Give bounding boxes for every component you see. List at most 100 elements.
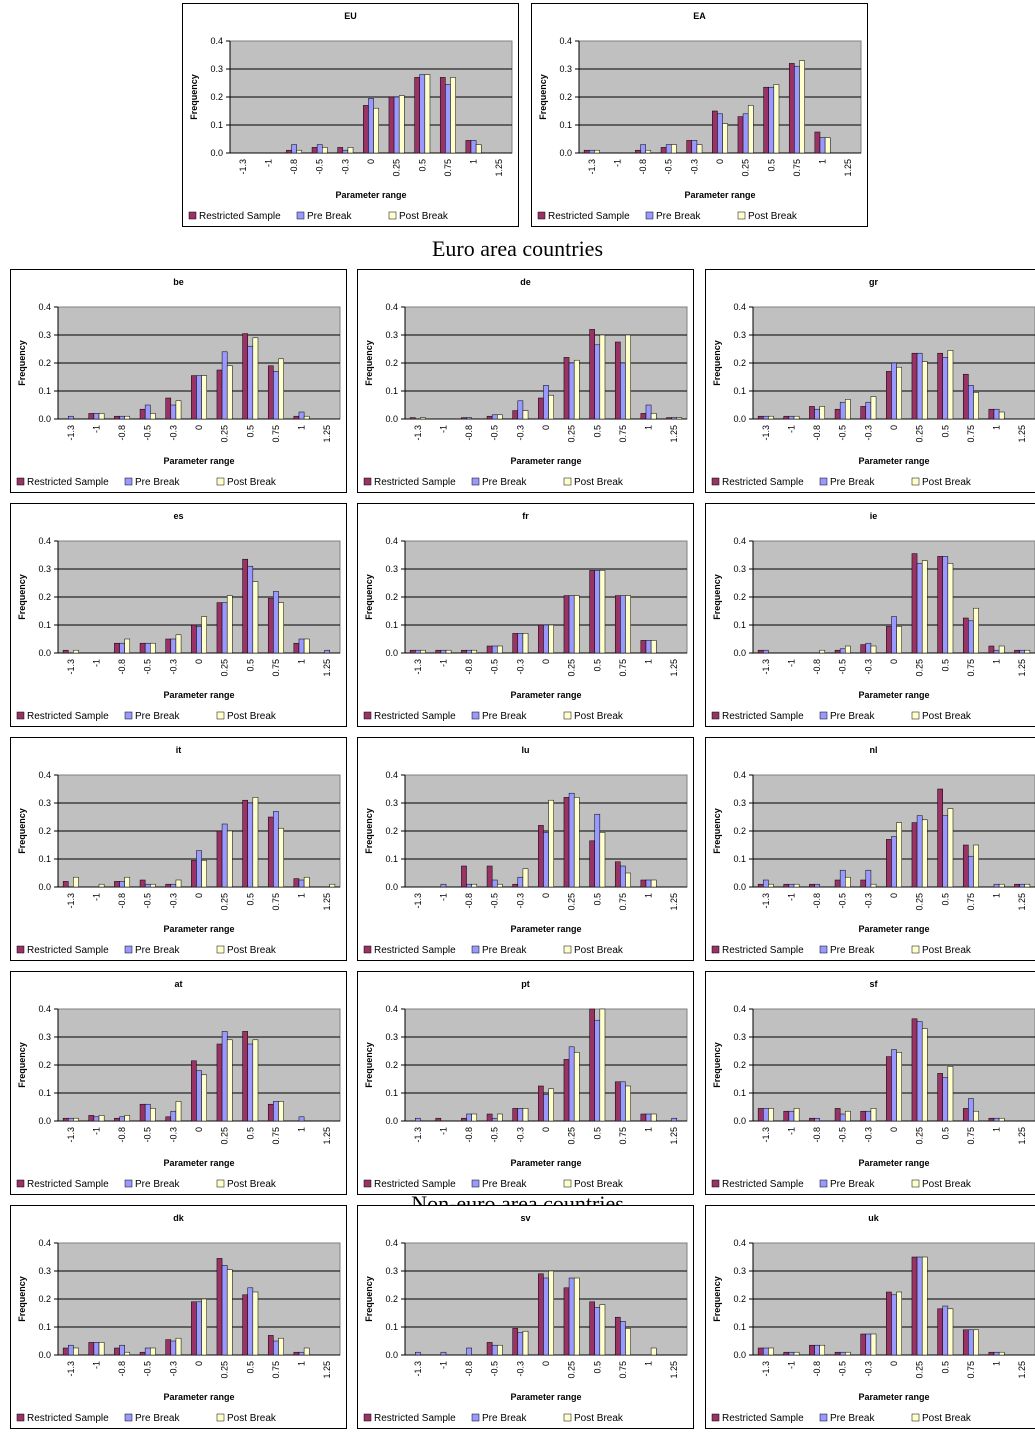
bar <box>486 415 493 420</box>
legend-label: Post Break <box>574 1179 624 1190</box>
x-tick-label: 0.5 <box>940 425 950 438</box>
x-tick-label: 0.25 <box>220 425 230 443</box>
bar <box>497 1344 503 1356</box>
bar <box>568 792 575 888</box>
bar <box>242 558 248 654</box>
x-tick-label: 0.25 <box>915 659 925 677</box>
legend-swatch <box>911 1413 920 1422</box>
chart-panel-lu: lu 0.0 0.1 0.2 0.3 0.4 -1.3 -1 -0.8 -0.5 -0.3 0 0.25… <box>357 737 694 961</box>
x-tick-label: 1 <box>297 1361 307 1366</box>
x-tick-label: 0 <box>541 1127 551 1132</box>
legend-swatch <box>471 1179 480 1188</box>
bar <box>988 408 995 420</box>
bar <box>512 410 519 420</box>
bar <box>645 404 652 420</box>
bar <box>962 1108 969 1122</box>
x-tick-label: 0.25 <box>915 1361 925 1379</box>
x-tick-label: 0.75 <box>966 1361 976 1379</box>
bar <box>594 344 601 420</box>
bar <box>993 408 1000 420</box>
y-tick-label: 0.4 <box>210 36 223 46</box>
x-tick-label: 0 <box>541 425 551 430</box>
bar <box>73 1347 79 1356</box>
bar <box>614 861 621 888</box>
bar <box>538 397 544 420</box>
bar <box>543 624 549 654</box>
bar <box>252 1291 259 1356</box>
bar <box>337 147 344 154</box>
y-axis-title: Frequency <box>712 340 722 386</box>
legend-label: Restricted Sample <box>374 945 456 956</box>
bar <box>517 400 524 420</box>
legend-label: Post Break <box>227 1179 277 1190</box>
bar <box>114 1347 120 1356</box>
bar <box>998 1117 1005 1122</box>
bar <box>911 1018 918 1122</box>
chart-title: de <box>520 277 531 287</box>
bar <box>512 633 519 654</box>
x-tick-label: 0.75 <box>618 425 628 443</box>
bar <box>625 872 631 888</box>
bar <box>691 140 698 154</box>
x-axis-title: Parameter range <box>510 690 581 700</box>
bar <box>891 1049 897 1122</box>
bar <box>757 415 764 420</box>
bar <box>548 1270 554 1356</box>
chart-panel-nl: nl 0.0 0.1 0.2 0.3 0.4 -1.3 -1 -0.8 -0.5 -0.3 0 0.25… <box>705 737 1035 961</box>
bar <box>150 1108 156 1122</box>
bar <box>278 827 284 888</box>
x-tick-label: 0.75 <box>792 159 802 177</box>
bar <box>466 1347 472 1356</box>
legend-label: Restricted Sample <box>374 1413 456 1424</box>
bar <box>144 1103 151 1122</box>
chart-panel-sf: sf 0.0 0.1 0.2 0.3 0.4 -1.3 -1 -0.8 -0.5 -0.3 0 0.25… <box>705 971 1035 1195</box>
bar <box>517 633 524 654</box>
bar <box>757 883 764 888</box>
y-tick-label: 0.3 <box>38 798 51 808</box>
x-tick-label: 0.75 <box>618 1361 628 1379</box>
bar <box>324 649 330 654</box>
y-tick-label: 0.0 <box>385 414 398 424</box>
y-tick-label: 0.2 <box>38 1294 51 1304</box>
y-tick-label: 0.2 <box>38 826 51 836</box>
bar <box>1014 649 1020 654</box>
x-tick-label: -1.3 <box>761 425 771 441</box>
bar <box>548 1088 554 1122</box>
bar <box>216 1043 223 1122</box>
x-axis-title: Parameter range <box>163 690 234 700</box>
bar <box>962 373 969 420</box>
x-tick-label: 1 <box>818 159 828 164</box>
bar <box>471 883 478 888</box>
y-tick-label: 0.2 <box>38 592 51 602</box>
bar <box>947 563 954 654</box>
bar <box>420 649 426 654</box>
bar <box>543 385 549 420</box>
legend-swatch <box>16 477 25 486</box>
bar <box>221 1265 228 1356</box>
bar <box>543 832 549 888</box>
x-tick-label: 0.5 <box>940 893 950 906</box>
chart-title: es <box>173 511 183 521</box>
x-tick-label: -0.3 <box>168 659 178 675</box>
bar <box>763 1347 769 1356</box>
x-tick-label: 1 <box>297 893 307 898</box>
bar <box>896 366 902 420</box>
x-axis-title: Parameter range <box>510 924 581 934</box>
y-tick-label: 0.2 <box>385 1294 398 1304</box>
x-tick-label: 0 <box>541 1361 551 1366</box>
chart-panel-es: es 0.0 0.1 0.2 0.3 0.4 -1.3 -1 -0.8 -0.5 -0.3 0 0.25… <box>10 503 347 727</box>
bar <box>420 417 426 420</box>
bar <box>439 77 446 154</box>
bar <box>640 640 647 654</box>
x-tick-label: -1.3 <box>238 159 248 175</box>
legend-label: Restricted Sample <box>27 945 109 956</box>
legend-swatch <box>911 945 920 954</box>
bar <box>911 553 918 654</box>
bar <box>522 868 529 888</box>
chart-panel-gr: gr 0.0 0.1 0.2 0.3 0.4 -1.3 -1 -0.8 -0.5 -0.3 0 0.25… <box>705 269 1035 493</box>
x-tick-label: 1.25 <box>1017 1361 1027 1379</box>
bar <box>98 883 105 888</box>
bar <box>620 865 626 888</box>
bar <box>937 352 943 420</box>
bar <box>1014 883 1020 888</box>
